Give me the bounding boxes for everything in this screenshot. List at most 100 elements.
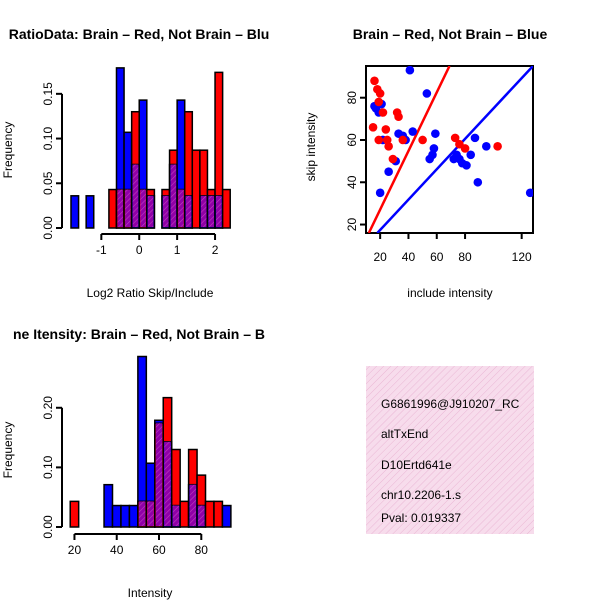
intensity-histogram-xlabel: Intensity [128, 586, 173, 600]
chart0-bar-blue-2 [85, 195, 95, 229]
scatter-point-1-3 [375, 89, 385, 98]
chart2-bar-overlap-14 [189, 484, 197, 526]
scatter-point-1-6 [374, 135, 384, 145]
chart0-y-tick-label-0: 0.00 [41, 216, 55, 240]
chart2-x-tick-label-0: 20 [68, 543, 82, 557]
scatter-point-1-7 [381, 125, 391, 134]
chart2-bar-overlap-11 [164, 441, 171, 526]
info-gene-name: D10Ertd641e [381, 458, 452, 472]
scatter-y-tick-label-1: 40 [345, 175, 359, 189]
ratio-histogram-ylabel: Frequency [1, 122, 15, 179]
chart2-y-tick-label-0: 0.00 [41, 515, 55, 539]
scatter-y-tick-label-0: 20 [345, 218, 359, 232]
chart2-bar-overlap-10 [155, 423, 163, 526]
chart2-bar-overlap-12 [172, 505, 180, 526]
chart2-x-tick-label-2: 60 [152, 543, 166, 557]
scatter-point-0-10 [394, 129, 403, 138]
scatter-point-0-16 [429, 144, 439, 153]
chart2-bar-blue-5 [111, 504, 122, 528]
chart2-bar-red-0 [69, 500, 80, 528]
chart0-x-tick-label-0: -1 [96, 243, 107, 257]
chart0-x-tick-label-1: 0 [136, 243, 143, 257]
scatter-fit-line-1 [376, 66, 533, 233]
intensity-histogram-ylabel: Frequency [1, 422, 15, 479]
chart0-bar-red-16 [191, 149, 201, 229]
chart0-bar-overlap-8 [132, 164, 139, 227]
scatter-y-tick-label-2: 60 [345, 133, 359, 147]
info-pval: Pval: 0.019337 [381, 511, 461, 525]
scatter-point-1-4 [378, 108, 388, 117]
chart0-bar-blue-0 [70, 195, 80, 229]
scatter-point-1-17 [460, 144, 470, 153]
scatter-point-0-17 [431, 129, 440, 138]
chart2-x-tick-label-3: 80 [195, 543, 209, 557]
scatter-points [368, 66, 533, 198]
chart0-bar-overlap-9 [140, 189, 146, 227]
chart2-y-tick-label-2: 0.20 [41, 396, 55, 420]
scatter-point-1-2 [374, 97, 384, 107]
scatter-xlabel: include intensity [407, 286, 492, 300]
chart0-bar-red-20 [221, 188, 231, 229]
chart0-x-tick-label-2: 1 [174, 243, 181, 257]
scatter-point-0-5 [375, 188, 385, 198]
scatter-point-0-27 [525, 188, 533, 198]
scatter-fit-lines [367, 66, 533, 233]
scatter-point-0-12 [408, 127, 418, 136]
chart2-bar-red-16 [204, 500, 215, 528]
chart2-bar-overlap-9 [147, 501, 154, 526]
intensity-scatter-panel: Brain – Red, Not Brain – Blue include in… [304, 26, 547, 300]
scatter-point-0-24 [470, 133, 480, 143]
scatter-x-tick-label-3: 80 [458, 250, 472, 264]
chart2-x-tick-label-1: 40 [110, 543, 124, 557]
scatter-x-tick-label-2: 60 [430, 250, 444, 264]
chart2-bar-blue-18 [221, 504, 232, 528]
scatter-title: Brain – Red, Not Brain – Blue [353, 26, 548, 42]
info-event-type: altTxEnd [381, 427, 428, 441]
chart0-bar-overlap-15 [185, 195, 192, 227]
ratio-histogram-title: RatioData: Brain – Red, Not Brain – Blu [9, 26, 270, 42]
scatter-point-1-9 [384, 142, 393, 151]
intensity-histogram-bars [69, 355, 232, 528]
ratio-histogram-bars [70, 67, 231, 229]
chart0-bar-overlap-10 [147, 195, 154, 227]
scatter-point-1-15 [450, 133, 460, 143]
scatter-point-0-23 [466, 150, 476, 160]
scatter-point-1-0 [370, 76, 379, 86]
chart0-x-tick-label-3: 2 [212, 243, 219, 257]
scatter-point-1-5 [368, 123, 378, 132]
chart2-bar-red-17 [213, 500, 224, 528]
chart0-bar-overlap-17 [200, 195, 207, 227]
scatter-point-0-25 [473, 177, 483, 187]
intensity-histogram-title: ne Itensity: Brain – Red, Not Brain – B [13, 326, 265, 342]
chart2-bar-overlap-15 [198, 505, 205, 526]
chart0-y-tick-label-2: 0.10 [41, 127, 55, 151]
scatter-point-0-22 [462, 161, 471, 170]
chart0-bar-overlap-19 [216, 195, 222, 227]
scatter-ylabel: skip intensity [304, 113, 318, 182]
chart2-bar-blue-7 [128, 504, 139, 528]
scatter-y-tick-label-3: 80 [345, 91, 359, 105]
scatter-axes: 20 40 60 80 120 20 40 60 80 [345, 91, 532, 264]
chart2-y-tick-label-1: 0.10 [41, 455, 55, 479]
chart0-bar-red-5 [108, 188, 118, 229]
scatter-point-1-18 [493, 142, 502, 151]
chart0-bar-overlap-7 [125, 189, 131, 227]
scatter-x-tick-label-4: 120 [512, 250, 532, 264]
ratio-histogram-panel: RatioData: Brain – Red, Not Brain – Blu … [1, 26, 269, 300]
scatter-point-1-14 [418, 135, 427, 145]
ratio-histogram-axes: -1 0 1 2 0.00 0.05 0.10 0.15 [41, 82, 219, 257]
scatter-point-1-13 [398, 135, 408, 145]
chart2-bar-blue-6 [120, 504, 131, 528]
info-probe-id: G6861996@J910207_RC [381, 397, 520, 411]
scatter-point-0-6 [384, 167, 393, 176]
chart0-y-tick-label-1: 0.05 [41, 171, 55, 195]
chart2-bar-red-13 [179, 500, 190, 528]
scatter-fit-line-0 [367, 66, 451, 233]
chart0-bar-overlap-12 [162, 195, 169, 227]
scatter-point-1-12 [394, 112, 403, 122]
chart0-bar-overlap-13 [170, 164, 177, 227]
scatter-x-tick-label-0: 20 [373, 250, 387, 264]
scatter-point-0-11 [405, 66, 415, 75]
chart2-bar-overlap-8 [138, 501, 146, 526]
